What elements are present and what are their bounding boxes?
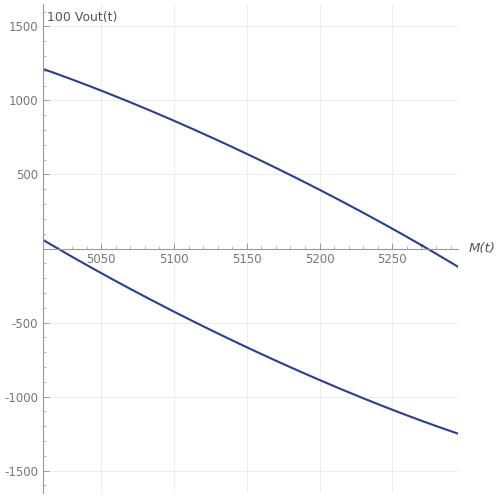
Text: M(t): M(t)	[469, 242, 496, 255]
Text: 100 Vout(t): 100 Vout(t)	[48, 11, 118, 24]
